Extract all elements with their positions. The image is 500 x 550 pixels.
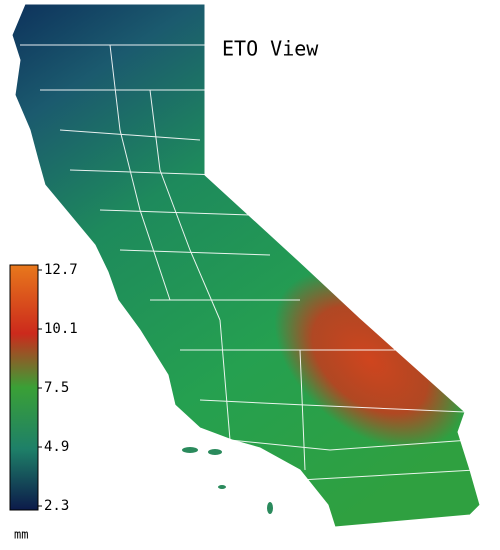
county-lines	[20, 44, 476, 481]
tick-label: 2.3	[44, 498, 69, 514]
color-bar-ticks: 12.7 10.1 7.5 4.9 2.3	[38, 262, 78, 514]
tick-label: 4.9	[44, 439, 69, 455]
color-bar	[9, 264, 39, 511]
tick-label: 7.5	[44, 380, 69, 396]
tick-label: 10.1	[44, 321, 78, 337]
islands	[182, 447, 273, 514]
tick-label: 12.7	[44, 262, 78, 278]
state-outline	[11, 3, 481, 528]
unit-label: mm	[14, 528, 28, 542]
map-title: ETO View	[222, 37, 319, 61]
